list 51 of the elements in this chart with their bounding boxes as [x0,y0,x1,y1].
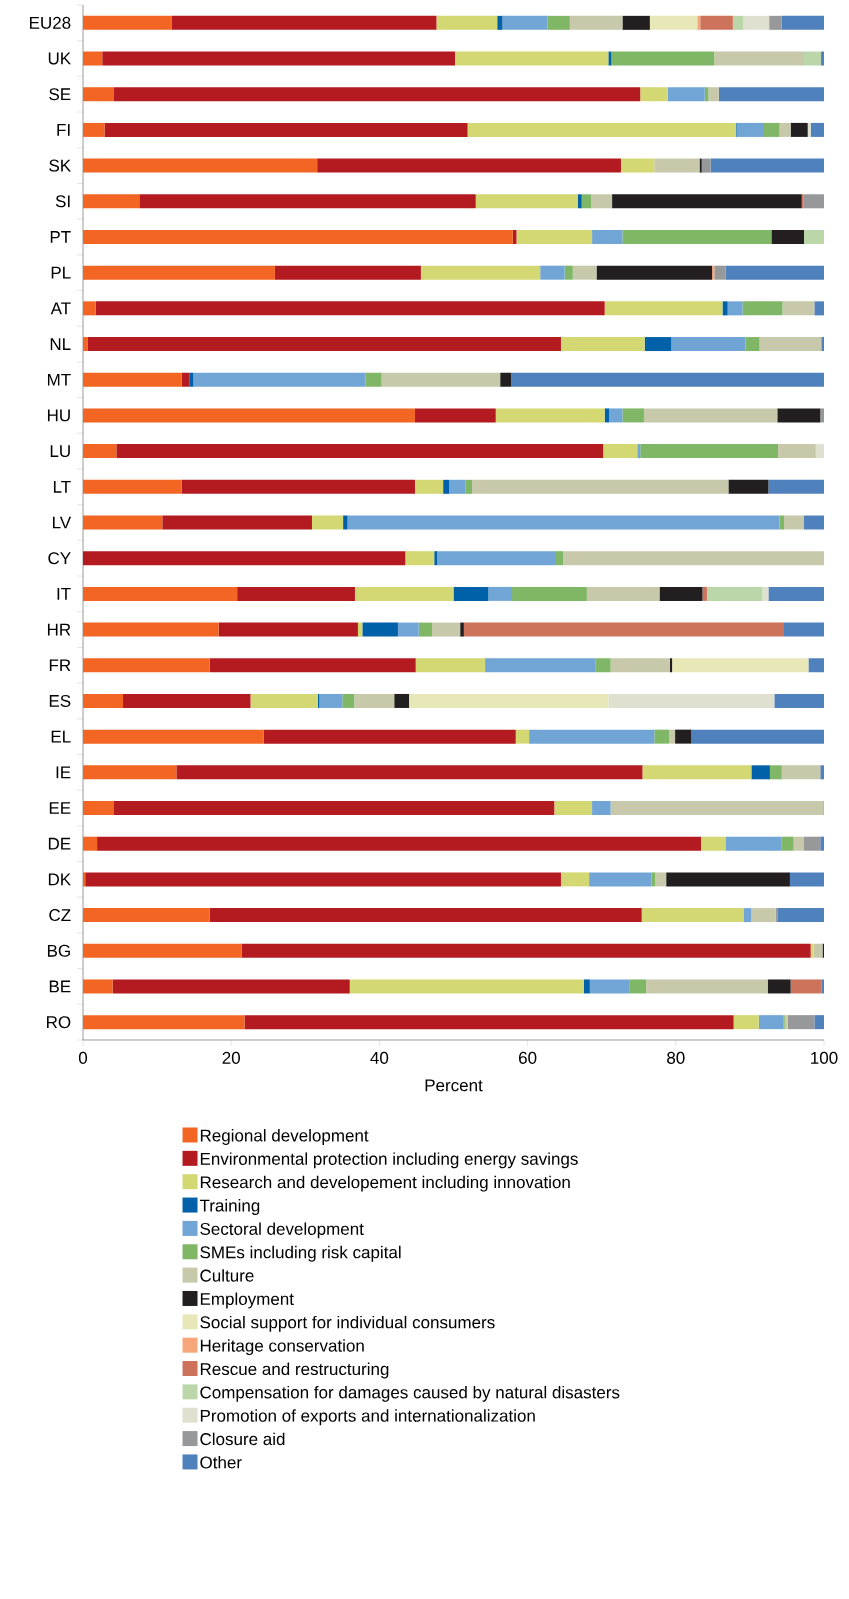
legend-label: Compensation for damages caused by natural disasters [200,1385,620,1402]
x-tick-label: 60 [519,1051,537,1064]
legend-label: SMEs including risk capital [200,1245,401,1262]
x-tick-label: 100 [811,1051,838,1064]
y-tick-label: FI [57,124,70,136]
y-tick-label: ES [49,694,71,707]
legend-label: Sectoral development [200,1222,364,1239]
y-tick-label: LT [53,480,71,493]
legend-label: Social support for individual consumers [200,1315,495,1332]
y-tick-label: DK [48,873,71,886]
legend-label: Heritage conservation [200,1339,364,1356]
x-tick-label: 80 [667,1051,685,1064]
y-tick-label: RO [47,1016,71,1029]
legend-label: Promotion of exports and internationalization [200,1409,535,1426]
x-tick-label: 0 [78,1051,88,1064]
legend-label: Regional development [200,1129,369,1145]
y-tick-label: IT [57,588,71,600]
y-tick-label: PL [51,266,71,279]
legend-label: Training [199,1199,260,1215]
legend-label: Closure aid [200,1432,285,1446]
y-tick-label: SK [49,159,71,172]
y-tick-label: IE [56,766,71,779]
y-tick-label: DE [48,837,71,850]
y-tick-label: LU [50,445,70,458]
legend-label: Environmental protection including energy savings [200,1152,578,1169]
y-tick-label: SE [49,88,71,101]
y-tick-label: BG [47,944,70,957]
y-tick-label: CZ [49,909,71,922]
x-tick-label: 20 [222,1051,240,1064]
y-tick-label: NL [50,338,71,350]
y-tick-label: AT [50,302,71,315]
x-tick-label: 40 [370,1051,389,1064]
legend-label: Rescue and restructuring [200,1362,389,1379]
y-tick-label: HR [47,623,71,636]
y-tick-label: MT [47,373,71,386]
y-tick-label: UK [48,52,71,65]
legend-label: Research and developement including innovation [200,1175,570,1192]
legend-label: Employment [200,1292,294,1309]
y-tick-label: FR [49,659,71,672]
legend-label: Culture [200,1269,254,1282]
y-tick-label: EL [51,730,71,743]
y-tick-label: HU [47,409,70,422]
y-tick-label: LV [52,516,72,529]
y-tick-label: CY [48,552,71,565]
y-tick-label: PT [50,231,71,243]
y-tick-label: EU28 [30,16,71,29]
y-tick-label: BE [49,980,71,993]
y-tick-label: SI [55,195,70,208]
legend-label: Other [200,1456,242,1469]
y-tick-label: EE [49,802,71,814]
x-axis-title: Percent [425,1079,483,1092]
